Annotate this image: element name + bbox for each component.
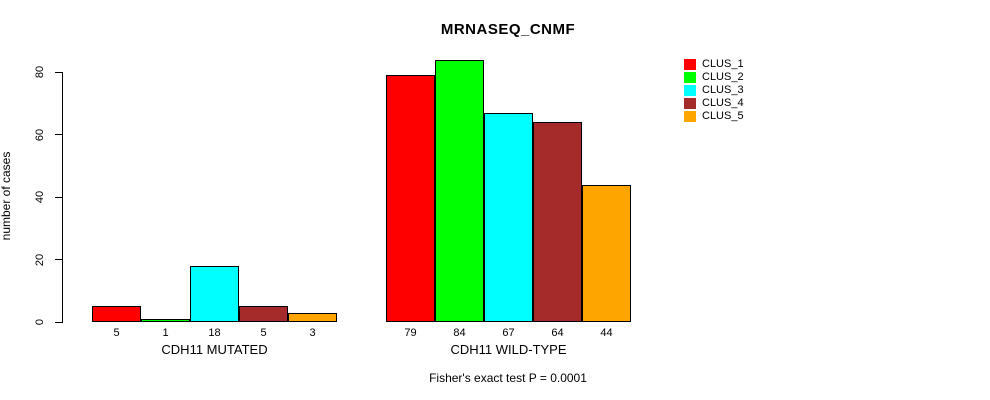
bar-clus_1-group0 [92, 306, 141, 322]
subtitle-text: Fisher's exact test P = 0.0001 [429, 371, 587, 385]
y-axis-label: number of cases [0, 151, 13, 241]
bar-clus_3-group1 [484, 112, 533, 322]
legend-swatch-clus_4 [684, 98, 696, 109]
bar-clus_4-group0 [239, 306, 288, 322]
y-tick-mark-40 [55, 196, 62, 198]
legend-swatch-clus_1 [684, 59, 696, 70]
bar-clus_4-group1 [533, 122, 582, 322]
legend-label-clus_1: CLUS_1 [702, 58, 744, 70]
legend-item-clus_2: CLUS_2 [684, 71, 744, 84]
bar-value-label-clus_5-group0: 3 [309, 327, 316, 339]
bar-value-label-clus_1-group0: 5 [113, 327, 120, 339]
legend-item-clus_1: CLUS_1 [684, 58, 744, 71]
y-axis-line [62, 72, 63, 323]
bar-value-label-clus_1-group1: 79 [404, 327, 417, 339]
legend-label-clus_3: CLUS_3 [702, 84, 744, 96]
bar-value-label-clus_4-group1: 64 [551, 327, 564, 339]
legend-item-clus_5: CLUS_5 [684, 110, 744, 123]
bar-clus_5-group0 [288, 312, 337, 322]
y-tick-label-40: 40 [34, 190, 46, 204]
legend-swatch-clus_5 [684, 111, 696, 122]
group-label-0: CDH11 MUTATED [161, 342, 268, 357]
bar-clus_3-group0 [190, 265, 239, 322]
legend-label-clus_5: CLUS_5 [702, 110, 744, 122]
y-tick-mark-20 [55, 259, 62, 260]
legend-swatch-clus_3 [684, 85, 696, 96]
bar-value-label-clus_4-group0: 5 [260, 327, 267, 339]
y-tick-mark-60 [55, 134, 62, 135]
legend-item-clus_3: CLUS_3 [684, 84, 744, 97]
bar-clus_2-group1 [435, 59, 484, 322]
y-tick-label-60: 60 [34, 128, 46, 141]
bar-value-label-clus_2-group0: 1 [162, 327, 169, 339]
y-tick-mark-0 [55, 321, 62, 323]
bar-value-label-clus_3-group1: 67 [502, 327, 515, 339]
y-tick-label-0: 0 [34, 318, 46, 326]
y-tick-mark-80 [55, 71, 62, 73]
bar-value-label-clus_2-group1: 84 [453, 327, 466, 339]
legend-label-clus_2: CLUS_2 [702, 71, 744, 83]
legend-item-clus_4: CLUS_4 [684, 97, 744, 110]
bar-value-label-clus_3-group0: 18 [208, 327, 221, 339]
group-label-1: CDH11 WILD-TYPE [450, 342, 567, 357]
legend-swatch-clus_2 [684, 72, 696, 83]
chart-title: MRNASEQ_CNMF [440, 21, 576, 38]
y-tick-label-80: 80 [34, 65, 46, 79]
legend-label-clus_4: CLUS_4 [702, 97, 744, 109]
y-tick-label-20: 20 [34, 253, 46, 266]
bar-clus_2-group0 [141, 318, 190, 322]
bar-clus_5-group1 [582, 184, 631, 322]
bar-clus_1-group1 [386, 75, 435, 322]
bar-value-label-clus_5-group1: 44 [600, 327, 613, 339]
legend: CLUS_1 CLUS_2 CLUS_3 CLUS_4 CLUS_5 [684, 58, 744, 123]
